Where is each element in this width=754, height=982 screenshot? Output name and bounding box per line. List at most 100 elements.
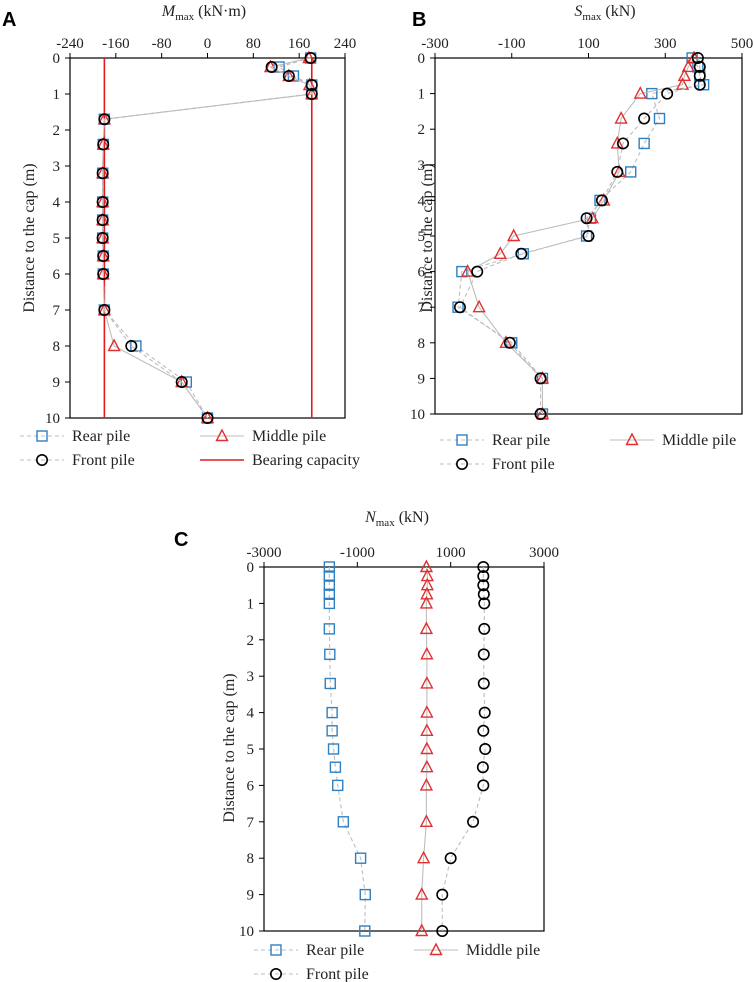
panel-c-y-tick-label: 4: [247, 706, 255, 722]
panel-b-point-front: [580, 212, 593, 225]
panel-a-point-front: [304, 51, 317, 64]
panel-b-point-front: [595, 194, 608, 207]
panel-a-series-rear: [96, 52, 318, 424]
panel-b-point-rear: [638, 137, 650, 150]
panel-a-point-front: [282, 70, 295, 83]
panel-c-point-rear: [359, 925, 371, 937]
panel-b-point-front: [661, 87, 674, 100]
panel-c-x-tick-label: 3000: [529, 545, 559, 561]
panel-b-y-tick-label: 7: [418, 300, 426, 316]
panel-c-point-rear: [359, 888, 371, 901]
panel-c-series-line-rear: [328, 567, 366, 932]
panel-b-point-front: [617, 137, 630, 150]
panel-c-point-rear: [324, 677, 336, 690]
panel-c-y-tick-label: 10: [239, 924, 254, 940]
panel-b-y-tick-label: 10: [410, 407, 425, 423]
panel-c-series-line-middle: [421, 566, 428, 931]
panel-c-point-middle: [420, 675, 434, 689]
panel-b-series-line-middle: [466, 57, 695, 414]
panel-c-point-middle: [419, 621, 434, 635]
panel-a-point-front: [98, 303, 111, 316]
panel-c-y-tick-label: 5: [247, 742, 255, 758]
panel-b-point-middle: [507, 228, 521, 242]
panel-c-point-front: [477, 579, 490, 592]
panel-a-y-tick-label: 1: [53, 87, 61, 103]
panel-a-point-front: [96, 232, 109, 245]
panel-a-x-tick-label: -80: [152, 36, 172, 52]
panel-b-legend-label: Middle pile: [662, 432, 736, 449]
panel-a-legend-label: Rear pile: [72, 428, 130, 445]
panel-c-point-front: [478, 706, 491, 719]
panel-a-y-tick-label: 8: [53, 339, 61, 355]
panel-b-legend-marker-front: [455, 457, 468, 470]
panel-c-legend-label: Middle pile: [466, 942, 540, 959]
panel-b-point-front: [691, 51, 704, 64]
panel-c-point-rear: [354, 852, 367, 864]
panel-b-title: Smax (kN): [574, 3, 635, 23]
panel-c-point-front: [477, 648, 490, 661]
panel-c-point-front: [436, 924, 449, 937]
panel-c-plot-frame: [263, 566, 545, 932]
panel-c-y-tick-label: 3: [247, 669, 255, 685]
panel-a: A Mmax (kN·m) Distance to the cap (m) -2…: [2, 3, 360, 469]
panel-a-point-front: [98, 113, 111, 126]
panel-c-point-front: [477, 724, 490, 737]
panel-c-point-rear: [323, 570, 336, 582]
panel-c-point-rear: [323, 597, 336, 610]
panel-c-point-middle: [420, 723, 434, 736]
panel-b-point-front: [503, 336, 516, 349]
panel-c-series-line-front: [441, 567, 486, 931]
panel-b-y-tick-label: 5: [418, 229, 426, 245]
panel-c-y-tick-label: 6: [247, 778, 255, 794]
panel-c-point-rear: [327, 743, 340, 755]
panel-c-legend-marker-rear: [270, 944, 282, 956]
panel-b-y-tick-label: 0: [418, 51, 426, 67]
panel-c-point-middle: [420, 646, 434, 660]
panel-a-point-front: [305, 79, 318, 92]
panel-b-series-line-front: [459, 57, 701, 414]
panel-a-point-front: [201, 411, 214, 424]
panel-a-legend-marker-front: [35, 453, 48, 466]
panel-c-point-middle: [419, 595, 434, 609]
panel-c-point-middle: [420, 705, 434, 718]
panel-a-series-middle: [95, 50, 319, 424]
panel-a-point-middle: [107, 338, 121, 352]
panel-a-series-front: [96, 51, 318, 424]
panel-a-legend-label: Front pile: [72, 452, 135, 469]
panel-c-point-front: [477, 570, 490, 583]
panel-c-legend-label: Rear pile: [306, 942, 364, 959]
panel-b-y-tick-label: 8: [418, 336, 426, 352]
panel-a-title-sub: max: [175, 11, 194, 23]
panel-b-x-tick-label: -100: [498, 36, 526, 52]
panel-b-point-rear: [653, 112, 666, 125]
panel-b-point-front: [693, 69, 706, 82]
panel-b-x-tick-label: -300: [421, 36, 449, 52]
panel-a-y-tick-label: 2: [53, 123, 61, 139]
panel-c-y-tick-label: 8: [247, 851, 255, 867]
panel-c-point-middle: [420, 759, 434, 773]
panel-a-y-tick-label: 4: [53, 195, 61, 211]
panel-c-point-middle: [415, 923, 429, 937]
panel-a-y-tick-label: 9: [53, 375, 61, 391]
panel-a-legend-label: Bearing capacity: [252, 452, 360, 469]
panel-a-point-rear: [130, 340, 142, 352]
panel-c-legend-marker-middle: [429, 942, 443, 956]
panel-b-point-front: [534, 372, 547, 385]
panel-a-legend-label: Middle pile: [252, 428, 326, 445]
panel-b-series-rear: [452, 52, 710, 420]
panel-b-point-front: [534, 407, 547, 420]
panel-c-point-middle: [416, 850, 431, 864]
panel-c-x-tick-label: -3000: [247, 545, 282, 561]
panel-c-x-tick-label: -1000: [340, 545, 375, 561]
panel-c-point-front: [478, 622, 491, 635]
panel-b-plot-frame: [434, 57, 743, 415]
panel-c-point-front: [467, 815, 480, 828]
panel-c-point-rear: [323, 579, 336, 591]
panel-b-legend-marker-rear: [456, 434, 468, 446]
panel-c-point-middle: [420, 741, 434, 755]
panel-a-x-tick-label: 0: [204, 36, 212, 52]
panel-b-series-line-rear: [457, 57, 705, 414]
panel-c-legend: Rear pile Middle pile Front pile: [254, 942, 540, 982]
panel-b-x-tick-label: 100: [577, 36, 600, 52]
